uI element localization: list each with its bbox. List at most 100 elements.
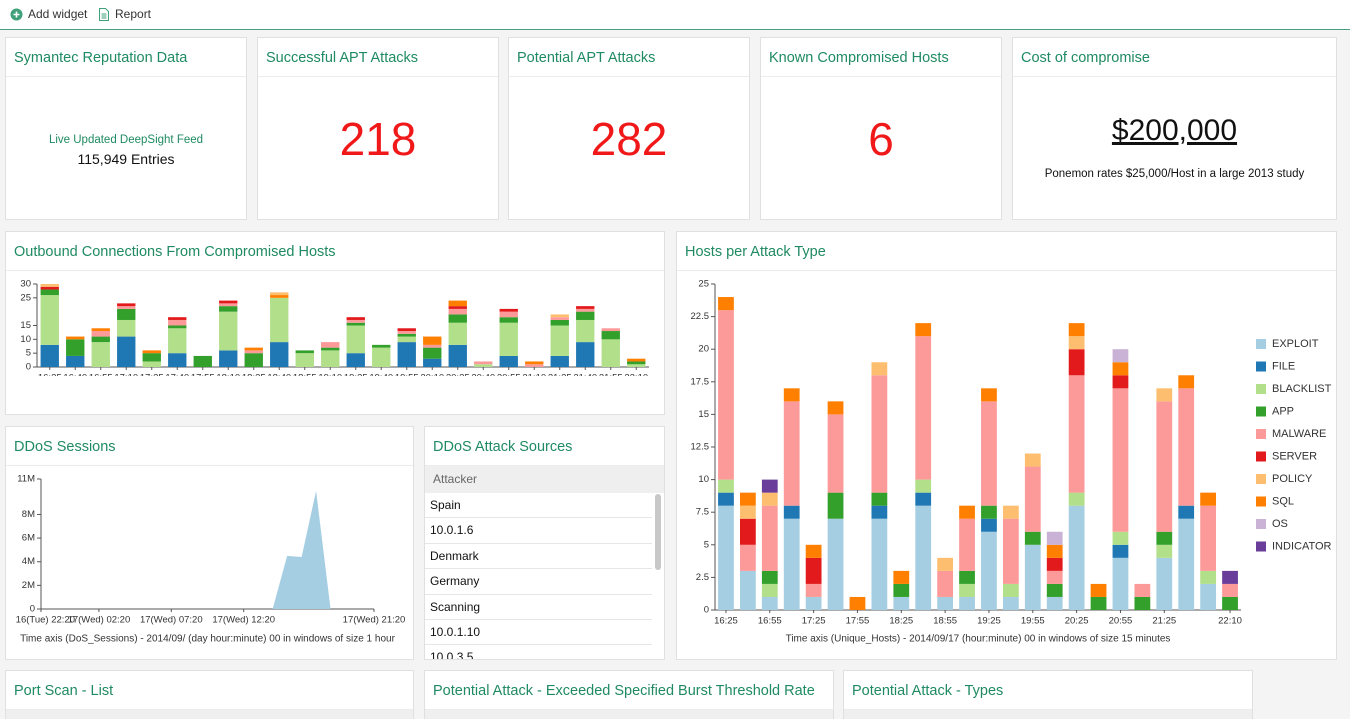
bar-segment [550, 317, 569, 320]
table-row[interactable]: Scanning [425, 595, 652, 620]
bar-segment [499, 308, 518, 312]
bar-segment [448, 308, 467, 315]
bar-segment [783, 401, 800, 506]
bar-segment [117, 336, 136, 367]
table-row[interactable]: Spain [425, 493, 652, 519]
bar-segment [761, 505, 778, 571]
add-widget-button[interactable]: Add widget [10, 7, 87, 21]
bar-segment [474, 361, 493, 365]
bar-segment [761, 583, 778, 597]
report-button[interactable]: Report [98, 7, 151, 21]
x-tick-label: 20:25 [446, 373, 470, 376]
bar-segment [1200, 570, 1217, 584]
bar-segment [1046, 596, 1063, 610]
bar-segment [915, 323, 932, 337]
y-tick-label: 25 [20, 292, 31, 303]
bar-segment [91, 342, 110, 367]
bar-segment [827, 401, 844, 415]
bar-segment [739, 505, 756, 519]
bar-segment [448, 306, 467, 309]
table-row[interactable]: 10.0.3.5 [425, 645, 652, 659]
bar-segment [397, 333, 416, 337]
bar-segment [981, 531, 997, 610]
bar-segment [346, 319, 365, 323]
bar-segment [499, 311, 518, 318]
card-title: Potential APT Attacks [509, 38, 749, 77]
report-icon [99, 7, 109, 21]
bar-segment [576, 306, 595, 309]
bar-segment [959, 505, 975, 519]
bar-segment [372, 344, 391, 348]
table-panel: Potential Attack - Types [843, 670, 1253, 719]
table-row[interactable]: Denmark [425, 544, 652, 570]
bar-segment [627, 361, 646, 365]
x-tick-label: 21:40 [573, 373, 597, 376]
x-tick-label: 20:40 [471, 373, 495, 376]
chart-title: Outbound Connections From Compromised Ho… [6, 232, 664, 271]
bar-segment [346, 353, 365, 367]
x-tick-label: 17:55 [191, 373, 215, 376]
bar-segment [346, 325, 365, 354]
table-row[interactable]: 10.0.1.10 [425, 620, 652, 646]
bar-segment [397, 336, 416, 343]
bar-segment [1200, 492, 1217, 506]
card-title: Known Compromised Hosts [761, 38, 1001, 77]
bar-segment [499, 355, 518, 367]
chart-panel: Outbound Connections From Compromised Ho… [5, 231, 665, 415]
card: Known Compromised Hosts 6 [760, 37, 1002, 220]
bar-segment [448, 314, 467, 323]
x-tick-label: 19:55 [1021, 616, 1045, 627]
bar-segment [1002, 505, 1019, 519]
bar-segment [321, 350, 340, 367]
bar-segment [1068, 505, 1085, 610]
x-tick-label: 20:55 [1109, 616, 1133, 627]
bar-segment [142, 350, 161, 354]
bar-segment [1222, 596, 1238, 610]
x-tick-label: 16:55 [89, 373, 113, 376]
bar-segment [761, 492, 778, 506]
bar-segment [1200, 583, 1217, 610]
bar-segment [783, 518, 800, 610]
x-tick-label: 17:10 [114, 373, 138, 376]
add-widget-label: Add widget [28, 7, 88, 21]
bar-segment [40, 286, 59, 290]
y-tick-label: 30 [20, 279, 31, 290]
x-tick-label: 19:25 [344, 373, 368, 376]
area [41, 490, 374, 609]
bar-segment [91, 336, 110, 343]
bar-segment [827, 492, 844, 519]
bar-segment [168, 325, 187, 329]
bar-segment [1002, 596, 1019, 610]
bar-segment [1178, 375, 1195, 389]
bar-segment [321, 342, 340, 348]
scrollbar[interactable] [655, 494, 661, 570]
bar-segment [937, 557, 954, 571]
bar-segment [1046, 583, 1063, 597]
bar-segment [499, 317, 518, 323]
y-tick-label: 10 [20, 334, 31, 345]
x-tick-label: 22:10 [624, 373, 648, 376]
bar-segment [981, 518, 997, 532]
card-value: $200,000 [1111, 114, 1238, 147]
table-row[interactable]: 10.0.1.6 [425, 518, 652, 544]
legend-label: OS [1272, 518, 1288, 530]
card-value: 218 [339, 113, 417, 165]
y-tick-label: 7.5 [696, 507, 709, 518]
bar-segment [1068, 492, 1085, 506]
y-tick-label: 11M [17, 474, 35, 485]
legend-swatch [1256, 496, 1266, 507]
card-title: Symantec Reputation Data [6, 38, 246, 77]
x-tick-label: 19:55 [395, 373, 419, 376]
card-title: Cost of compromise [1013, 38, 1336, 77]
bar-segment [783, 505, 800, 519]
bar-segment [915, 479, 932, 493]
chart-panel: DDoS Sessions 0 2M 4M 6M 8M 11M Time axis (DoS… [5, 426, 414, 660]
table-row[interactable]: Germany [425, 569, 652, 595]
y-tick-label: 5 [26, 348, 31, 359]
bar-segment [937, 570, 954, 597]
table-title: Potential Attack - Exceeded Specified Bu… [425, 671, 833, 710]
bar-segment [270, 295, 289, 298]
bar-segment [346, 317, 365, 320]
bar-segment [739, 492, 756, 506]
bar-segment [871, 362, 888, 376]
